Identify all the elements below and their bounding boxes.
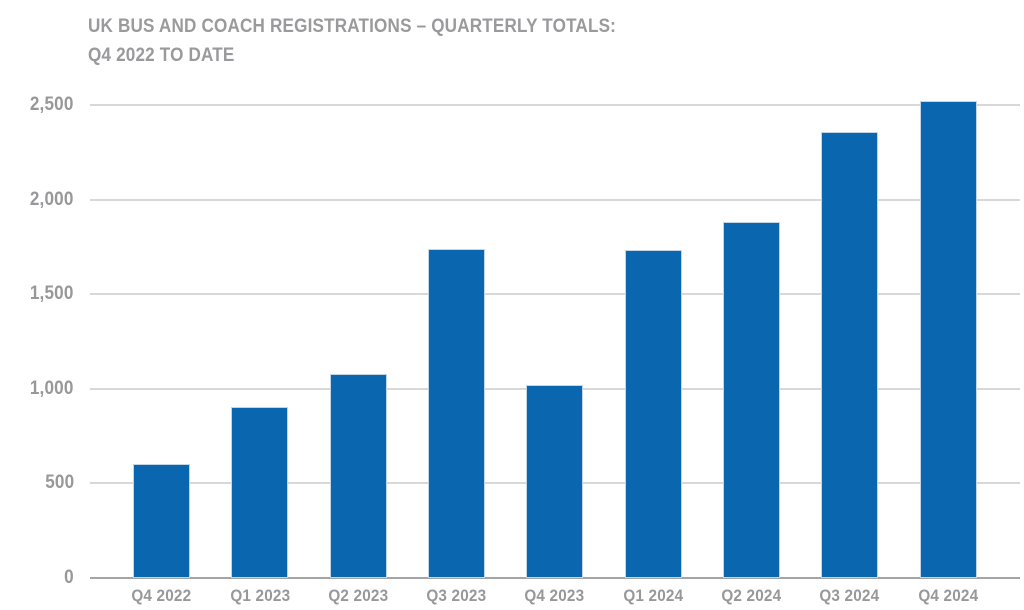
bar-q1-2023 — [231, 406, 289, 578]
x-tick-label-q2-2024: Q2 2024 — [721, 586, 782, 605]
x-tick-label-q2-2023: Q2 2023 — [328, 586, 389, 605]
bar-q3-2024 — [821, 132, 879, 578]
chart-title: UK BUS AND COACH REGISTRATIONS – QUARTER… — [88, 12, 675, 70]
gridline-2500 — [90, 104, 1020, 106]
bar-q2-2023 — [329, 373, 387, 578]
y-tick-label-0: 0 — [64, 567, 74, 588]
chart-title-line1: UK BUS AND COACH REGISTRATIONS – QUARTER… — [88, 16, 617, 37]
bar-q1-2024 — [624, 249, 682, 578]
y-tick-label-500: 500 — [44, 472, 74, 494]
x-tick-label-q4-2023: Q4 2023 — [524, 586, 585, 605]
gridline-1500 — [90, 293, 1020, 296]
x-tick-label-q3-2024: Q3 2024 — [819, 586, 880, 605]
x-axis-line — [90, 577, 1020, 579]
bar-q3-2023 — [427, 248, 485, 578]
bar-q4-2023 — [526, 385, 584, 578]
bar-q4-2024 — [919, 101, 977, 578]
x-tick-label-q3-2023: Q3 2023 — [426, 586, 487, 605]
y-tick-label-1000: 1,000 — [30, 377, 74, 399]
y-tick-label-1500: 1,500 — [30, 283, 74, 305]
chart-title-line2: Q4 2022 TO DATE — [88, 45, 235, 66]
x-tick-label-q4-2024: Q4 2024 — [918, 586, 978, 605]
x-tick-label-q1-2024: Q1 2024 — [623, 586, 684, 605]
bar-q2-2024 — [722, 222, 780, 578]
gridline-2000 — [90, 198, 1020, 201]
y-tick-label-2500: 2,500 — [30, 94, 74, 115]
bar-q4-2022 — [133, 464, 190, 578]
y-tick-label-2000: 2,000 — [30, 188, 74, 210]
x-tick-label-q4-2022: Q4 2022 — [131, 586, 192, 605]
x-tick-label-q1-2023: Q1 2023 — [229, 586, 290, 605]
